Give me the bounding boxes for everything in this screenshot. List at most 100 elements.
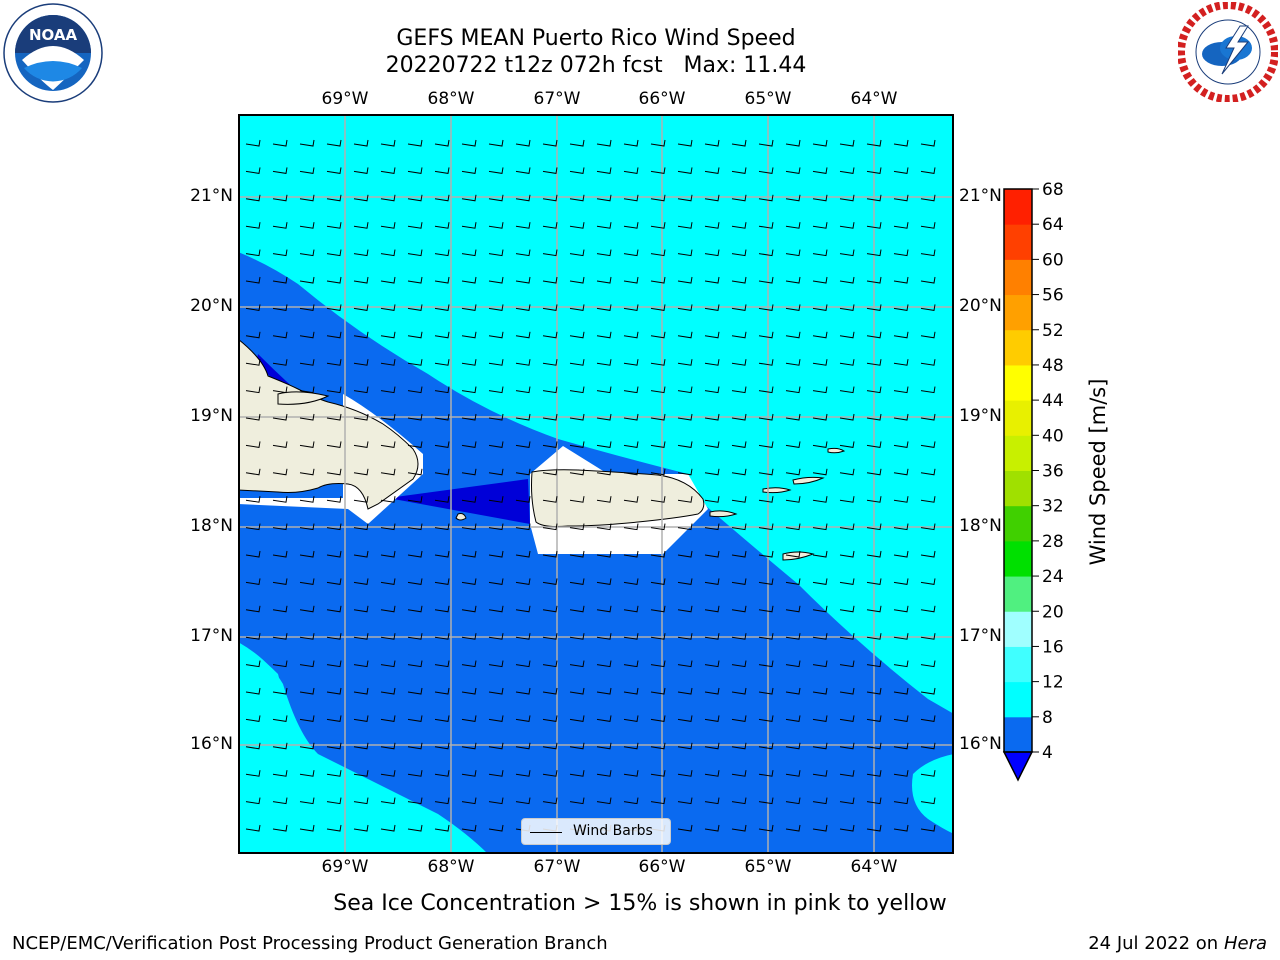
wind-barb	[515, 797, 531, 805]
wind-barb	[785, 331, 801, 339]
wind-barb	[299, 468, 315, 476]
wind-barb	[758, 249, 774, 257]
wind-barb	[245, 276, 261, 284]
wind-barb	[542, 797, 558, 805]
speed-fill-below-4	[388, 479, 530, 524]
wind-barb	[731, 468, 747, 476]
wind-barb	[920, 468, 936, 476]
wind-barb	[812, 413, 828, 421]
wind-barb	[299, 523, 315, 531]
wind-barb	[407, 276, 423, 284]
wind-barb	[407, 249, 423, 257]
lat-label-left: 17°N	[190, 626, 233, 646]
wind-barb	[434, 139, 450, 147]
wind-barb	[434, 742, 450, 750]
wind-barb	[245, 496, 261, 503]
wind-barb	[542, 331, 558, 339]
wind-barb	[650, 797, 666, 805]
wind-barb	[839, 824, 855, 832]
wind-barb	[299, 276, 315, 284]
wind-barb	[677, 222, 693, 229]
wind-barb	[353, 550, 369, 558]
wind-barb	[704, 167, 720, 174]
wind-barb	[893, 550, 909, 558]
noaa-logo-text: NOAA	[29, 26, 78, 44]
footer-date-text: 24 Jul 2022 on	[1088, 933, 1219, 954]
wind-barb	[542, 715, 558, 722]
wind-barb	[272, 770, 288, 777]
wind-barb	[596, 715, 612, 722]
wind-barb	[920, 496, 936, 503]
wind-barb	[839, 687, 855, 695]
wind-barb	[353, 194, 369, 202]
wind-barb	[704, 276, 720, 284]
wind-barb	[920, 715, 936, 722]
wind-barb	[785, 468, 801, 476]
wind-barb	[731, 331, 747, 339]
puerto-rico-land	[531, 469, 705, 527]
wind-barb	[569, 249, 585, 257]
wind-barb	[461, 413, 477, 421]
wind-barb	[839, 194, 855, 202]
wind-barb	[731, 660, 747, 668]
wind-barb	[623, 797, 639, 805]
wind-barb	[920, 386, 936, 394]
wind-barbs	[245, 139, 936, 832]
wind-barb	[839, 742, 855, 750]
wind-barb	[272, 276, 288, 284]
wind-barb	[299, 770, 315, 777]
wind-barb	[866, 660, 882, 668]
wind-barb	[407, 304, 423, 311]
wind-barb	[650, 386, 666, 394]
wind-barb	[353, 331, 369, 339]
wind-barb	[407, 523, 423, 531]
wind-barb	[542, 386, 558, 394]
wind-barb	[353, 441, 369, 448]
wind-barb	[866, 222, 882, 229]
wind-barb	[839, 660, 855, 668]
wind-barb	[569, 770, 585, 777]
wind-barb	[245, 194, 261, 202]
wind-barb	[812, 167, 828, 174]
wind-barb	[380, 304, 396, 311]
wind-barb	[434, 276, 450, 284]
wind-barb	[569, 742, 585, 750]
wind-barb	[353, 770, 369, 777]
wind-barb	[650, 687, 666, 695]
lon-label-top: 69°W	[321, 89, 369, 109]
lon-label-top: 66°W	[638, 89, 686, 109]
wind-barb	[515, 441, 531, 448]
colorbar-box	[1004, 540, 1032, 577]
wind-barb	[623, 550, 639, 558]
wind-barb	[839, 797, 855, 805]
colorbar-tick-label: 12	[1042, 673, 1064, 693]
wind-barb	[461, 633, 477, 640]
colorbar-tick-label: 44	[1042, 391, 1064, 411]
wind-barb	[893, 194, 909, 202]
wind-barb	[407, 660, 423, 668]
wind-barb	[434, 249, 450, 257]
wind-barb	[326, 715, 342, 722]
wind-barb	[623, 578, 639, 585]
wind-barb	[434, 770, 450, 777]
wind-barb	[893, 770, 909, 777]
wind-barb	[758, 742, 774, 750]
wind-barb	[785, 359, 801, 366]
wind-barb	[623, 523, 639, 531]
wind-barb	[758, 605, 774, 613]
wind-barb	[326, 386, 342, 394]
colorbar-box	[1004, 435, 1032, 471]
wind-barb	[515, 687, 531, 695]
wind-barb	[272, 715, 288, 722]
wind-barb	[353, 578, 369, 585]
wind-barb	[677, 523, 693, 531]
wind-barb	[839, 468, 855, 476]
wind-barb	[515, 770, 531, 777]
wind-barb	[920, 359, 936, 366]
wind-barb	[893, 222, 909, 229]
colorbar-box	[1004, 646, 1032, 683]
wind-barb	[569, 194, 585, 202]
wind-barb	[677, 550, 693, 558]
wind-barb	[272, 194, 288, 202]
